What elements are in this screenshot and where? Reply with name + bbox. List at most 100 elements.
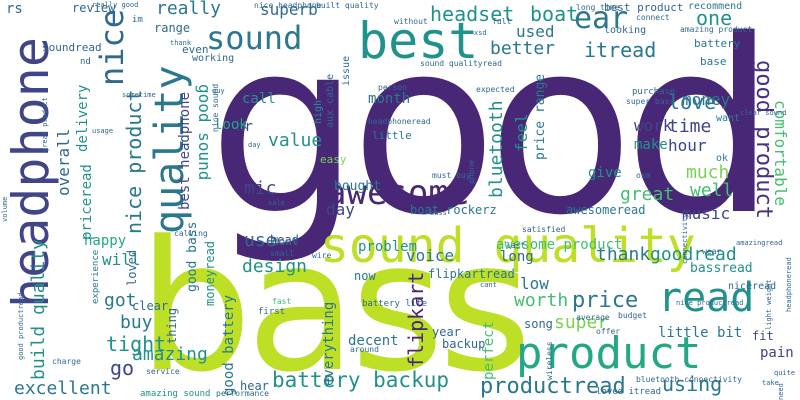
word-will: will (102, 250, 141, 269)
word-im: im (132, 15, 143, 25)
word-long: long (500, 249, 534, 265)
word-decent: decent (348, 333, 399, 349)
word-wireless: wireless (545, 341, 554, 380)
word-best: best (358, 12, 479, 70)
word-bass-small: bass (430, 209, 447, 217)
word-best-product: best product (604, 1, 684, 14)
word-good-battery: good battery (221, 294, 237, 396)
word-loved-itread: loved itread (596, 387, 662, 397)
word-bought: bought (334, 179, 381, 194)
word-recommend: recommend (688, 1, 743, 12)
word-usage: usage (92, 127, 114, 135)
word-superb: superb (260, 0, 318, 19)
word-great: great (620, 184, 675, 205)
word-hear: hear (240, 379, 269, 393)
word-base: base (700, 55, 727, 68)
word-money: money (682, 90, 731, 109)
word-range: range (154, 21, 191, 35)
word-boat: boat (530, 2, 579, 26)
word-product: product (516, 328, 702, 379)
word-ok: ok (716, 153, 729, 164)
word-experience: experience (91, 249, 101, 304)
word-volume: volume (1, 196, 9, 222)
word-first: first (258, 307, 286, 317)
word-calling: calling (174, 229, 208, 238)
word-better: better (490, 38, 556, 59)
word-nd: nd (80, 57, 91, 67)
word-purchase: purchase (632, 87, 676, 97)
word-fast: fast (272, 297, 292, 306)
word-amazing-sound: amazing sound (140, 389, 211, 399)
word-worth: worth (514, 290, 569, 311)
word-sometime: sometime (122, 91, 156, 99)
word-super-bass: super bass (626, 97, 675, 106)
word-awesome: awesome (326, 173, 470, 213)
word-month: month (368, 91, 411, 107)
word-service: service (146, 367, 180, 376)
word-overall: overall (54, 128, 73, 196)
word-flipkartread: flipkartread (428, 267, 515, 281)
word-well: well (690, 180, 734, 201)
word-take: take (762, 379, 779, 387)
word-excellent: excellent (14, 378, 112, 399)
word-best-headphone: best headphone (177, 91, 193, 210)
word-headphoneread: headphoneread (368, 117, 431, 126)
word-little: little (372, 129, 412, 142)
word-love: love (668, 90, 717, 114)
word-battery-backup: battery backup (272, 368, 450, 392)
word-productread: productread (480, 374, 626, 399)
word-time: time (668, 116, 712, 137)
word-itread: itread (584, 38, 657, 62)
word-thank: thank (596, 244, 651, 265)
word-now: now (354, 269, 376, 283)
word-want: want (716, 113, 741, 124)
word-nice-headphone: nice headphone (254, 1, 322, 10)
word-bass: bass (138, 203, 532, 400)
word-pricerread: priceread (79, 164, 95, 240)
word-loved: loved (125, 249, 139, 286)
word-go: go (110, 356, 135, 380)
word-battery: battery (694, 37, 741, 50)
word-little-bit: little bit (658, 325, 743, 341)
word-aux-cable: aux cable (325, 73, 336, 128)
word-music: music (682, 204, 731, 223)
word-nice-product: nice product (122, 89, 146, 235)
word-around: around (350, 345, 379, 354)
word-using: using (662, 372, 723, 396)
word-sale: sale (268, 199, 285, 207)
word-offer: offer (596, 327, 621, 336)
word-good-sound: good sound (195, 84, 214, 181)
word-design: design (242, 256, 308, 277)
word-quite: quite (774, 369, 796, 377)
word-low: low (520, 274, 549, 293)
word-year: year (432, 325, 461, 339)
word-bluetooth-connectivity: bluetooth connectivity (636, 375, 742, 384)
word-connectivity: connectivity (681, 213, 689, 264)
word-good-bass: good bass (185, 221, 200, 292)
word-even: even (182, 43, 209, 56)
word-long-time: long time (576, 3, 620, 12)
word-person: person (378, 83, 407, 92)
word-sound: sound (206, 19, 303, 57)
word-charge: charge (52, 357, 81, 366)
word-review: review (72, 1, 116, 15)
word-everything: everything (321, 301, 337, 386)
word-really: really (156, 0, 222, 19)
word-problem: problem (358, 239, 418, 255)
word-one: one (696, 6, 733, 30)
word-amazing: amazing (132, 344, 208, 365)
word-sound-quality: sound quality (320, 218, 696, 274)
word-without: without (394, 17, 428, 26)
word-clear: clear (132, 299, 169, 313)
word-look: look (214, 117, 248, 133)
word-much: much (686, 162, 730, 183)
word-hour: hour (668, 136, 707, 155)
word-headset: headset (430, 2, 515, 26)
word-fit: fit (752, 329, 774, 343)
word-work: work (634, 116, 673, 135)
word-good: good (208, 0, 776, 268)
word-buy: buy (120, 312, 153, 333)
word-backup: backup (442, 337, 486, 351)
word-really-good: really good (92, 1, 139, 9)
